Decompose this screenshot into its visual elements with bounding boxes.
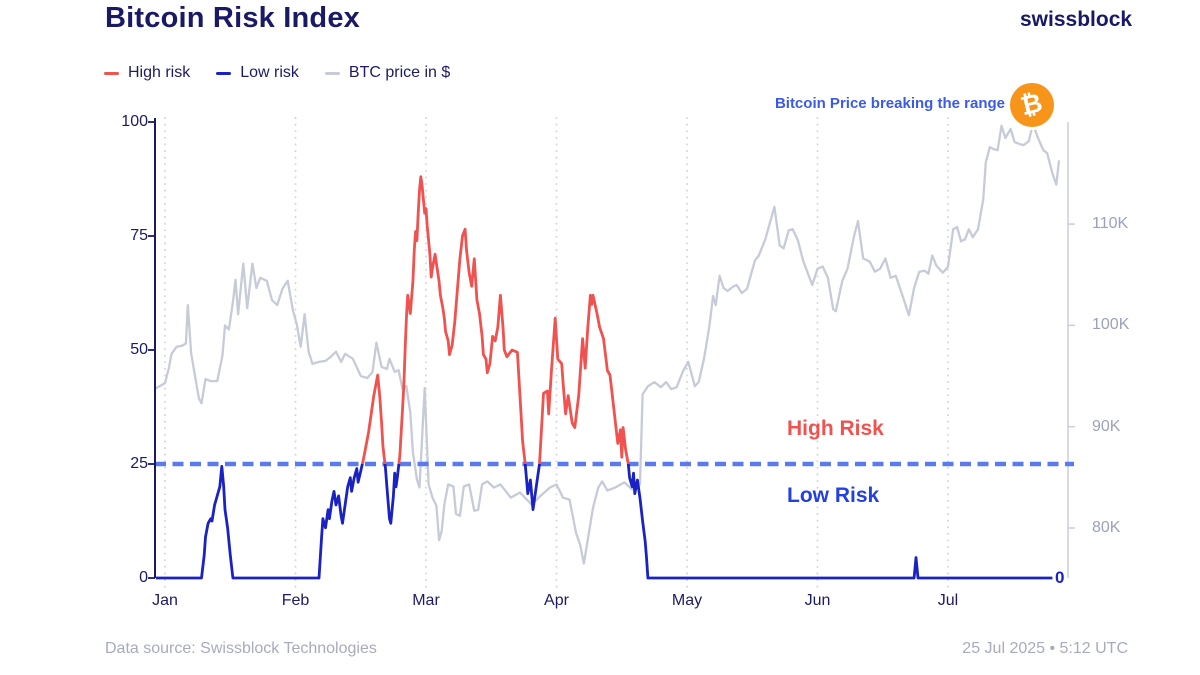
breakout-annotation: Bitcoin Price breaking the range [774, 95, 1005, 112]
current-risk-value-label: 0 [1055, 568, 1065, 587]
x-axis-label-Mar: Mar [412, 592, 440, 609]
btc-price-dash-icon [324, 71, 340, 75]
legend-item-btc-price: BTC price in $ [324, 64, 451, 82]
legend-label: BTC price in $ [348, 64, 451, 81]
price-axis-tick-80K: 80K [1092, 519, 1121, 536]
bitcoin-icon: ₿ [1010, 83, 1054, 127]
brand-logo: swissblock [1020, 8, 1133, 31]
y-axis-tick-25: 25 [130, 455, 148, 472]
y-axis-tick-75: 75 [130, 227, 148, 244]
x-axis-label-May: May [671, 592, 703, 609]
legend-item-low-risk: Low risk [216, 64, 299, 82]
y-axis-tick-50: 50 [130, 341, 148, 358]
y-axis-tick-0: 0 [139, 569, 148, 586]
x-axis-label-Jan: Jan [152, 592, 178, 609]
x-axis-label-Jun: Jun [804, 592, 831, 609]
legend-label: High risk [128, 64, 191, 81]
x-axis-label-Jul: Jul [937, 592, 959, 609]
x-axis-label-Apr: Apr [544, 592, 569, 609]
price-axis-tick-110K: 110K [1092, 215, 1129, 233]
high-risk-dash-icon [104, 71, 119, 75]
high-risk-zone-label: High Risk [787, 417, 884, 440]
page-title: Bitcoin Risk Index [105, 2, 360, 34]
data-source-text: Data source: Swissblock Technologies [105, 640, 377, 657]
price-axis-tick-100K: 100K [1092, 316, 1130, 334]
timestamp-text: 25 Jul 2025 • 5:12 UTC [962, 640, 1128, 657]
y-axis-tick-100: 100 [121, 113, 148, 130]
risk-line-low [155, 464, 1053, 580]
low-risk-zone-label: Low Risk [787, 484, 880, 507]
legend: High risk Low risk BTC price in $ [104, 64, 450, 82]
low-risk-dash-icon [216, 71, 232, 75]
bitcoin-symbol: ₿ [1018, 87, 1046, 123]
btc-price-line [154, 122, 1061, 565]
legend-label: Low risk [240, 64, 299, 81]
x-axis-label-Feb: Feb [281, 592, 310, 609]
price-axis-tick-90K: 90K [1092, 417, 1121, 435]
risk-line-high [360, 175, 630, 464]
legend-item-high-risk: High risk [104, 64, 190, 82]
